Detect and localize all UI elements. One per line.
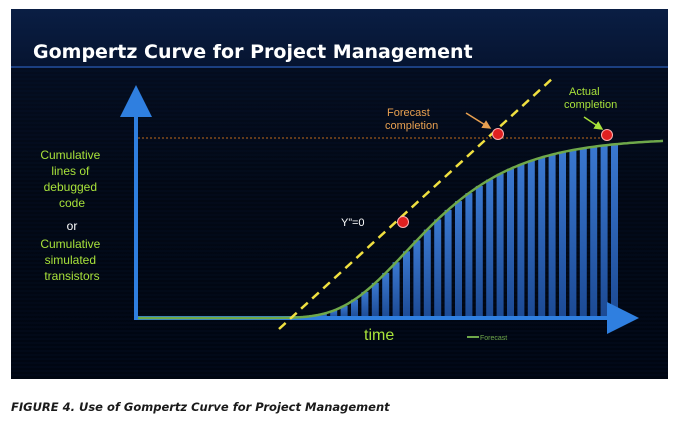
progress-bar xyxy=(548,154,556,318)
bar-group xyxy=(309,144,618,318)
svg-text:Cumulative lines of: Cumulative lines of debugged code xyxy=(40,148,103,210)
gompertz-diagram: Gompertz Curve for Project Management Fo… xyxy=(11,9,668,379)
forecast-completion-label: Forecast completion xyxy=(385,107,438,132)
progress-bar xyxy=(340,305,348,318)
figure-caption: FIGURE 4. Use of Gompertz Curve for Proj… xyxy=(11,400,390,414)
x-axis-label: time xyxy=(364,327,394,344)
progress-bar xyxy=(486,179,494,318)
tangent-line xyxy=(278,76,555,330)
progress-bar xyxy=(538,157,546,318)
progress-bar xyxy=(507,168,514,318)
progress-bar xyxy=(413,240,421,318)
progress-bar xyxy=(403,251,410,318)
svg-text:or: or xyxy=(67,219,78,233)
progress-bar xyxy=(382,272,390,318)
progress-bar xyxy=(611,144,618,318)
progress-bar xyxy=(496,173,504,318)
progress-bar xyxy=(423,229,431,318)
slide: Gompertz Curve for Project Management Fo… xyxy=(11,9,668,379)
inflection-point-marker xyxy=(397,216,409,228)
progress-bar xyxy=(475,185,483,318)
actual-completion-label: Actual completion xyxy=(564,86,617,111)
progress-bar xyxy=(319,313,327,318)
inflection-label: Y”=0 xyxy=(341,217,365,229)
progress-bar xyxy=(527,160,535,318)
progress-bar xyxy=(569,150,577,318)
svg-text:Cumulative simulated: Cumulative simulated transistors xyxy=(40,237,103,283)
slide-title: Gompertz Curve for Project Management xyxy=(33,41,473,63)
actual-completion-marker xyxy=(601,129,613,141)
progress-bar xyxy=(392,262,400,318)
progress-bar xyxy=(590,146,598,318)
legend-label: Forecast xyxy=(480,335,507,342)
progress-bar xyxy=(361,291,369,318)
progress-bar xyxy=(465,193,473,318)
progress-bar xyxy=(371,282,379,318)
forecast-completion-marker xyxy=(492,128,504,140)
forecast-completion-arrow xyxy=(465,112,492,129)
progress-bar xyxy=(455,201,462,318)
progress-bar xyxy=(444,209,452,318)
y-axis-label: Cumulative lines of debugged code or Cum… xyxy=(40,148,103,283)
progress-bar xyxy=(434,219,442,318)
gompertz-curve xyxy=(138,139,664,320)
progress-bar xyxy=(351,299,358,318)
progress-bar xyxy=(330,310,338,318)
progress-bar xyxy=(559,152,566,318)
progress-bar xyxy=(600,145,608,318)
title-bar xyxy=(11,9,668,67)
progress-bar xyxy=(517,164,525,318)
progress-bar xyxy=(579,148,587,318)
actual-completion-arrow xyxy=(583,116,604,130)
